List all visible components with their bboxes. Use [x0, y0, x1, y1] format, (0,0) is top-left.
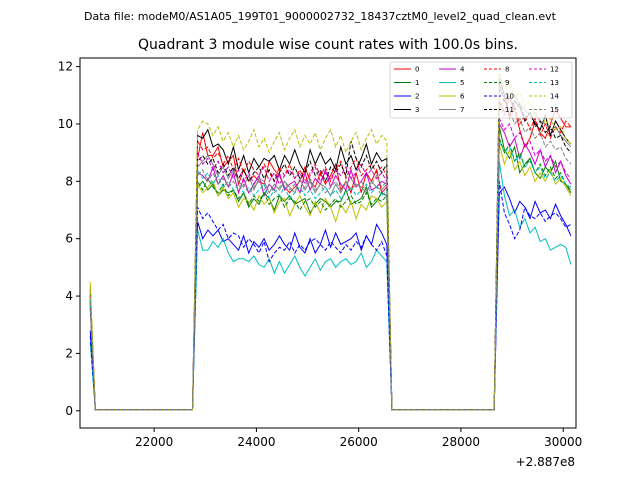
series-line-15 [89, 103, 572, 411]
x-offset-label: +2.887e8 [516, 455, 575, 469]
legend-label-9: 9 [505, 79, 509, 87]
y-tick-label: 8 [65, 174, 73, 188]
x-axis: 22000 24000 26000 28000 30000 [135, 428, 582, 449]
legend-label-7: 7 [460, 106, 464, 114]
plot-area [80, 58, 576, 428]
legend-label-11: 11 [505, 106, 514, 114]
y-tick-label: 10 [58, 117, 73, 131]
legend-box [389, 61, 573, 119]
legend-label-0: 0 [415, 66, 419, 74]
legend-label-6: 6 [460, 93, 465, 101]
legend-label-3: 3 [415, 106, 419, 114]
x-tick-label: 30000 [544, 435, 582, 449]
legend-label-15: 15 [550, 106, 559, 114]
series-layer [89, 72, 572, 411]
y-tick-label: 12 [58, 60, 73, 74]
chart-suptitle: Data file: modeM0/AS1A05_199T01_90000027… [84, 10, 557, 23]
plot-frame [79, 57, 577, 429]
x-tick-label: 28000 [442, 435, 480, 449]
x-tick-label: 22000 [135, 435, 173, 449]
legend-label-5: 5 [460, 79, 464, 87]
y-axis: 0 2 4 6 8 10 12 [58, 60, 80, 418]
y-tick-label: 0 [65, 404, 73, 418]
legend-label-14: 14 [550, 93, 559, 101]
x-tick-label: 24000 [237, 435, 275, 449]
legend-label-10: 10 [505, 93, 514, 101]
legend-label-8: 8 [505, 66, 509, 74]
legend-label-13: 13 [550, 79, 559, 87]
legend-label-4: 4 [460, 66, 465, 74]
chart-title: Quadrant 3 module wise count rates with … [138, 37, 518, 53]
y-tick-label: 2 [65, 346, 73, 360]
legend-label-2: 2 [415, 93, 419, 101]
legend-label-1: 1 [415, 79, 419, 87]
x-tick-label: 26000 [340, 435, 378, 449]
y-tick-label: 6 [65, 232, 73, 246]
y-tick-label: 4 [65, 289, 73, 303]
legend-label-12: 12 [550, 66, 559, 74]
